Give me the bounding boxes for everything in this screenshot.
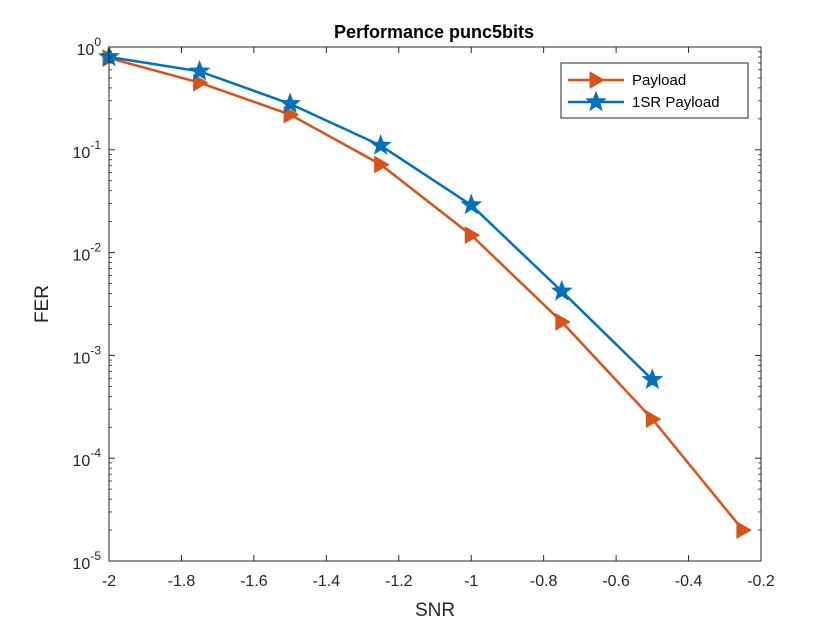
plot-area xyxy=(109,47,761,561)
y-tick-label: 10-3 xyxy=(73,343,102,367)
data-point xyxy=(460,193,483,215)
x-tick-label: -2 xyxy=(102,573,116,590)
data-point xyxy=(374,155,390,174)
data-point xyxy=(464,226,481,244)
data-point xyxy=(736,521,752,539)
data-point xyxy=(369,134,392,155)
data-point xyxy=(555,312,571,331)
data-point xyxy=(188,59,211,81)
y-tick-label: 10-2 xyxy=(73,241,102,265)
legend-entry: Payload xyxy=(632,72,686,89)
x-axis-label: SNR xyxy=(415,600,455,621)
legend-entry: 1SR Payload xyxy=(632,94,720,111)
x-tick-label: -1.2 xyxy=(385,573,413,590)
legend-marker xyxy=(585,90,607,112)
y-tick-label: 100 xyxy=(77,35,102,59)
x-tick-label: -1.6 xyxy=(240,573,268,590)
ticks-layer: -2 -1.8 -1.6 -1.4 -1.2 -1 -0.8 -0.6 -0.4 -0.2 100 1… xyxy=(73,35,775,590)
series-1 xyxy=(102,49,752,539)
x-tick-label: -0.8 xyxy=(530,573,558,590)
x-tick-label: -1.4 xyxy=(313,573,341,590)
series-line xyxy=(108,56,744,531)
data-point xyxy=(645,410,662,428)
x-tick-label: -0.4 xyxy=(675,573,703,590)
legend-marker xyxy=(589,71,606,89)
y-tick-label: 10-1 xyxy=(73,138,102,162)
data-point xyxy=(279,92,301,114)
chart-title: Performance punc5bits xyxy=(334,22,534,42)
x-tick-label: -0.2 xyxy=(747,573,775,590)
data-point xyxy=(550,279,573,301)
data-point xyxy=(641,368,664,389)
x-tick-label: -1 xyxy=(464,573,478,590)
data-point xyxy=(193,73,209,92)
y-axis-label: FER xyxy=(32,285,53,323)
y-tick-label: 10-4 xyxy=(73,446,102,470)
data-point xyxy=(283,105,300,124)
y-tick-label: 10-5 xyxy=(73,549,102,573)
plot-frame xyxy=(108,46,762,562)
series-layer xyxy=(98,45,752,539)
x-tick-label: -1.8 xyxy=(168,573,196,590)
x-tick-label: -0.6 xyxy=(602,573,630,590)
legend: Payload 1SR Payload xyxy=(560,62,749,119)
